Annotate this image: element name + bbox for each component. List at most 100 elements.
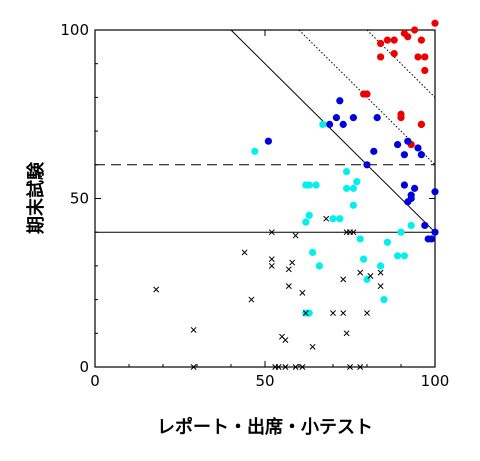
point-cyan [394, 252, 402, 260]
point-blue [400, 151, 408, 159]
y-tick-label: 100 [60, 21, 89, 39]
point-black-x [268, 256, 275, 263]
point-blue [431, 228, 439, 236]
point-cyan [305, 211, 313, 219]
point-black-x [357, 364, 364, 370]
point-black-x [268, 262, 275, 269]
point-red [421, 66, 429, 75]
point-blue [424, 235, 432, 243]
point-black-x [340, 276, 347, 283]
point-red [397, 114, 405, 122]
point-cyan [349, 201, 357, 209]
point-black-x [299, 289, 306, 296]
point-blue [400, 181, 408, 189]
point-cyan [302, 218, 310, 226]
point-black-x [357, 269, 364, 276]
point-blue [421, 221, 429, 230]
data-points [153, 19, 439, 370]
point-cyan [407, 221, 415, 230]
point-black-x [377, 269, 384, 276]
point-black-x [367, 273, 374, 279]
reference-lines [95, 30, 435, 233]
point-cyan [312, 181, 320, 189]
point-black-x [309, 343, 316, 350]
point-black-x [248, 296, 255, 303]
point-cyan [309, 248, 317, 257]
point-blue [336, 97, 344, 105]
point-blue [404, 137, 412, 145]
point-red [377, 53, 385, 61]
point-blue [349, 114, 357, 122]
point-black-x [377, 283, 384, 290]
point-black-x [285, 283, 292, 290]
point-black-x [323, 215, 330, 222]
plot-frame [94, 29, 436, 368]
point-cyan [343, 184, 351, 192]
point-black-x [343, 330, 350, 337]
point-blue [339, 120, 347, 128]
point-black-x [299, 364, 306, 370]
point-cyan [397, 228, 405, 236]
point-cyan [343, 167, 351, 176]
point-red [383, 36, 391, 44]
point-cyan [383, 238, 391, 246]
x-tick-label: 100 [421, 372, 450, 390]
point-cyan [251, 147, 259, 155]
point-red [390, 49, 398, 58]
point-red [414, 53, 422, 61]
point-red [363, 90, 371, 98]
reference-line-diagonal-2 [230, 30, 435, 233]
point-black-x [190, 364, 197, 370]
point-black-x [330, 310, 336, 317]
point-red [404, 33, 412, 41]
point-black-x [268, 229, 275, 236]
point-black-x [292, 364, 299, 370]
point-black-x [153, 286, 160, 293]
point-cyan [400, 252, 408, 260]
tick-labels: 0 50 100 0 50 100 [60, 21, 449, 390]
point-blue [373, 114, 381, 122]
point-blue [404, 198, 412, 206]
point-cyan [356, 235, 364, 243]
point-cyan [360, 255, 368, 263]
y-tick-label: 50 [70, 190, 89, 208]
point-cyan [377, 262, 385, 270]
point-cyan [336, 215, 344, 223]
point-black-x [190, 326, 197, 333]
point-cyan [329, 215, 337, 223]
point-black-x [289, 259, 296, 266]
point-cyan [380, 296, 388, 304]
point-blue [417, 151, 425, 159]
point-blue [326, 120, 334, 128]
point-black-x [285, 266, 292, 273]
point-black-x [340, 310, 347, 317]
point-black-x [275, 364, 282, 370]
point-blue [414, 144, 422, 152]
point-red [417, 120, 425, 128]
point-black-x [241, 249, 248, 256]
x-tick-label: 0 [90, 372, 100, 390]
point-black-x [364, 310, 370, 317]
point-black-x [282, 364, 289, 370]
point-black-x [347, 364, 353, 370]
point-blue [431, 188, 439, 196]
point-cyan [319, 120, 327, 128]
y-tick-label: 0 [79, 358, 89, 376]
point-cyan [305, 181, 313, 189]
point-blue [411, 184, 419, 192]
x-tick-label: 50 [255, 372, 274, 390]
axis-ticks [94, 29, 436, 368]
point-red [390, 36, 398, 44]
point-black-x [302, 310, 309, 317]
point-red [377, 39, 385, 48]
point-blue [264, 137, 272, 145]
point-cyan [315, 262, 323, 270]
point-blue [332, 114, 340, 122]
point-black-x [350, 229, 357, 236]
x-axis-title: レポート・出席・小テスト [157, 416, 373, 438]
point-cyan [305, 309, 313, 317]
point-cyan [349, 184, 357, 192]
point-blue [394, 140, 402, 149]
point-red [431, 19, 439, 27]
